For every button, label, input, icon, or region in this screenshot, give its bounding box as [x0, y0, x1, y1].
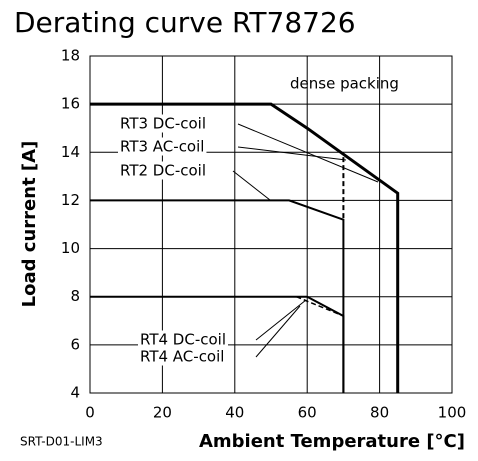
leader-line: [237, 146, 347, 161]
series-label: RT3 AC-coil: [120, 138, 204, 156]
leader-line: [237, 123, 379, 183]
plot-frame: [89, 55, 453, 394]
leader-line: [255, 299, 307, 341]
chart-title: Derating curve RT78726: [14, 6, 356, 39]
y-tick-label: 14: [61, 143, 80, 161]
x-tick-label: 100: [438, 404, 467, 422]
y-tick-label: 16: [61, 95, 80, 113]
y-tick-label: 6: [70, 335, 80, 353]
leader-lines: [232, 123, 379, 358]
label-bg: [138, 347, 227, 366]
x-tick-label: 80: [370, 404, 389, 422]
label-bg: [118, 137, 207, 156]
series-label: RT4 DC-coil: [140, 331, 226, 349]
series-line: [90, 102, 400, 393]
x-tick-label: 60: [298, 404, 317, 422]
label-bg: [138, 330, 229, 349]
x-tick-label: 20: [153, 404, 172, 422]
x-axis-label: Ambient Temperature [°C]: [199, 431, 465, 452]
series-line: [90, 295, 345, 393]
y-tick-label: 4: [70, 384, 80, 402]
label-bg: [118, 114, 209, 133]
x-tick-label: 40: [225, 404, 244, 422]
series-label: RT4 AC-coil: [140, 348, 224, 366]
series-label: RT3 DC-coil: [120, 115, 206, 133]
annotation: SRT-D01-LIM3: [20, 435, 103, 449]
y-axis-label: Load current [A]: [19, 141, 40, 308]
leader-line: [232, 170, 271, 201]
y-tick-label: 12: [61, 191, 80, 209]
series-line: [90, 199, 345, 393]
y-tick-label: 10: [61, 239, 80, 257]
y-tick-label: 18: [61, 47, 80, 65]
x-tick-label: 0: [85, 404, 95, 422]
leader-line: [255, 305, 301, 358]
series-label: RT2 DC-coil: [120, 162, 206, 180]
series-line: [296, 296, 344, 317]
label-bg: [118, 161, 209, 180]
annotation: dense packing: [290, 75, 399, 93]
y-tick-label: 8: [70, 287, 80, 305]
